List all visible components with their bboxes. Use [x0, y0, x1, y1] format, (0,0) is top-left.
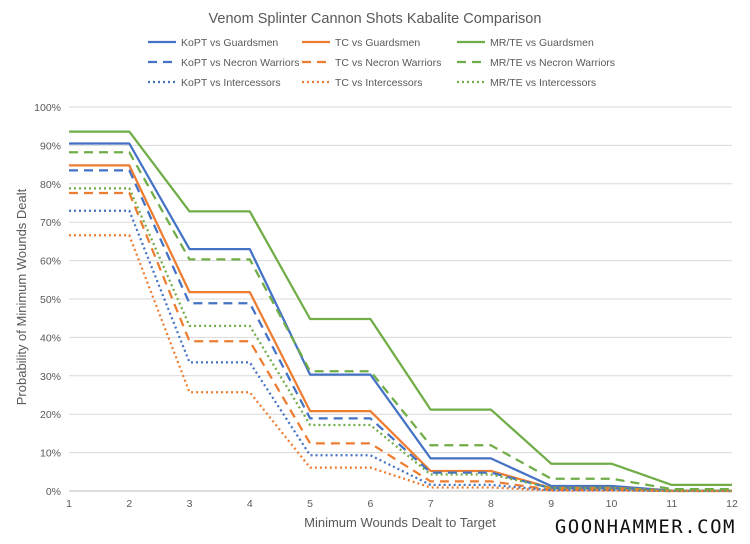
y-tick-label: 70%: [40, 217, 61, 229]
x-tick-label: 7: [428, 498, 434, 510]
y-axis-ticks: 0% 10% 20% 30% 40% 50% 60% 70% 80% 90% 100%: [34, 102, 61, 498]
x-tick-label: 11: [666, 498, 677, 510]
y-tick-label: 50%: [40, 294, 61, 306]
y-tick-label: 40%: [40, 332, 61, 344]
legend: KoPT vs Guardsmen TC vs Guardsmen MR/TE vs…: [148, 37, 615, 89]
x-axis-label: Minimum Wounds Dealt to Target: [304, 515, 496, 530]
legend-label: KoPT vs Intercessors: [181, 77, 281, 89]
x-tick-label: 10: [606, 498, 618, 510]
legend-label: TC vs Intercessors: [335, 77, 423, 89]
series-lines: [69, 130, 732, 493]
x-tick-label: 12: [726, 498, 738, 510]
series-line-5: [69, 191, 732, 493]
series-line-8: [69, 234, 732, 493]
y-tick-label: 20%: [40, 409, 61, 421]
x-tick-label: 4: [247, 498, 253, 510]
x-axis-ticks: 1 2 3 4 5 6 7 8 9 10 11 12: [66, 498, 738, 510]
y-tick-label: 60%: [40, 256, 61, 268]
y-tick-label: 80%: [40, 179, 61, 191]
legend-label: KoPT vs Guardsmen: [181, 37, 278, 49]
y-tick-label: 100%: [34, 102, 61, 114]
x-tick-label: 2: [126, 498, 132, 510]
series-line-1: [69, 142, 732, 492]
brand-watermark: GOONHAMMER.COM: [554, 516, 736, 538]
y-tick-label: 0%: [46, 486, 61, 498]
legend-label: TC vs Necron Warriors: [335, 57, 441, 69]
legend-label: KoPT vs Necron Warriors: [181, 57, 299, 69]
series-line-2: [69, 164, 732, 492]
series-line-9: [69, 187, 732, 492]
y-tick-label: 10%: [40, 448, 61, 460]
y-tick-label: 90%: [40, 140, 61, 152]
legend-label: MR/TE vs Intercessors: [490, 77, 596, 89]
x-tick-label: 1: [66, 498, 72, 510]
x-tick-label: 6: [367, 498, 373, 510]
series-line-4: [69, 169, 732, 492]
y-tick-label: 30%: [40, 371, 61, 383]
series-line-7: [69, 209, 732, 493]
series-line-3: [69, 130, 732, 487]
legend-label: MR/TE vs Guardsmen: [490, 37, 594, 49]
x-tick-label: 5: [307, 498, 313, 510]
x-tick-label: 9: [548, 498, 554, 510]
y-axis-label: Probability of Minimum Wounds Dealt: [14, 188, 29, 405]
series-line-6: [69, 151, 732, 491]
x-tick-label: 3: [187, 498, 193, 510]
gridlines: [69, 106, 732, 492]
legend-label: TC vs Guardsmen: [335, 37, 420, 49]
chart-title: Venom Splinter Cannon Shots Kabalite Com…: [209, 11, 542, 27]
x-tick-label: 8: [488, 498, 494, 510]
legend-label: MR/TE vs Necron Warriors: [490, 57, 615, 69]
